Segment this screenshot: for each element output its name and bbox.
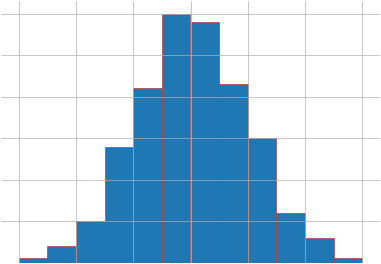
Bar (47, 246, 76, 263)
Bar (104, 147, 133, 263)
Bar (334, 258, 362, 263)
Bar (219, 84, 248, 263)
Bar (190, 22, 219, 263)
Bar (162, 14, 190, 263)
Bar (305, 238, 334, 263)
Bar (277, 213, 305, 263)
Bar (133, 88, 162, 263)
Bar (76, 221, 104, 263)
Bar (19, 258, 47, 263)
Bar (248, 138, 277, 263)
